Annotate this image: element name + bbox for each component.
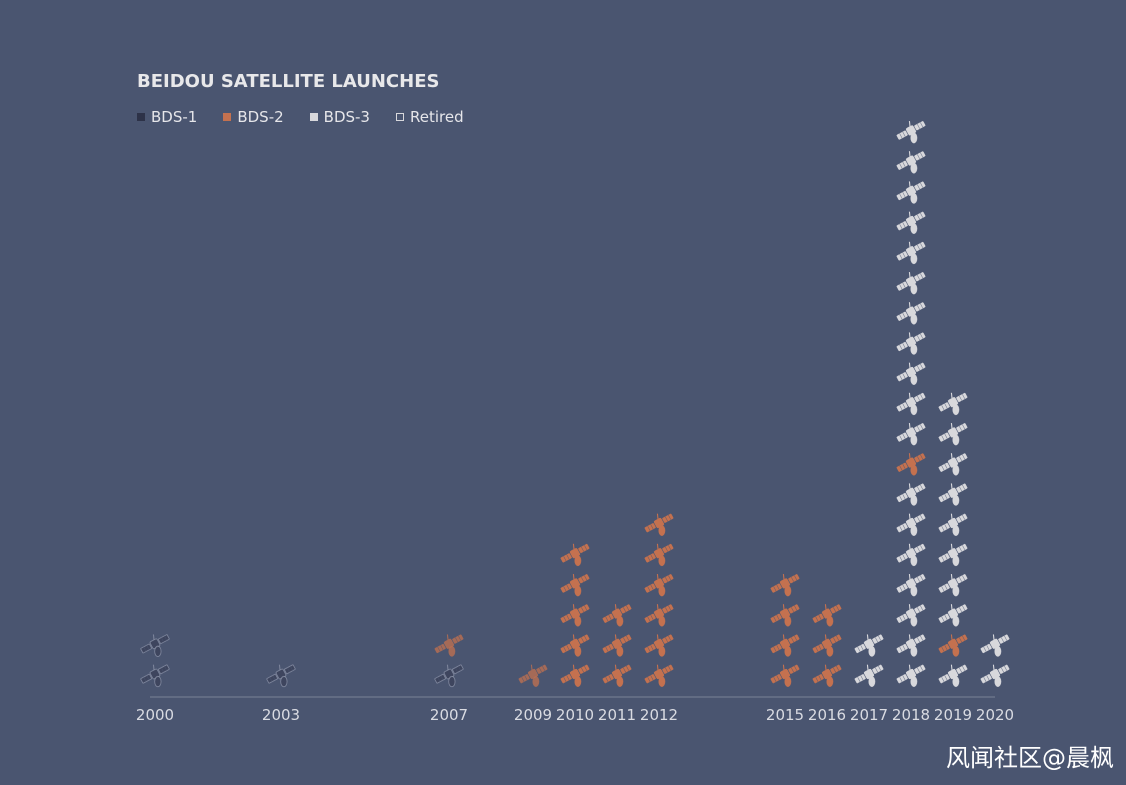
- satellite-icon: [896, 422, 926, 446]
- satellite-icon: [896, 302, 926, 325]
- watermark: 风闻社区@晨枫: [946, 744, 1114, 772]
- satellite-icon: [896, 151, 926, 174]
- satellite-icon: [938, 543, 968, 567]
- satellite-icon: [896, 543, 926, 567]
- legend-label-bds1: BDS-1: [151, 108, 198, 126]
- satellite-icon: [770, 604, 800, 627]
- legend-label-bds2: BDS-2: [237, 108, 284, 126]
- satellite-icon: [896, 573, 926, 597]
- satellite-icon: [896, 513, 926, 536]
- satellite-icon: [560, 604, 590, 627]
- satellite-icon: [896, 181, 926, 204]
- legend-swatch-bds1: [137, 113, 145, 121]
- x-tick-label: 2017: [850, 706, 888, 724]
- legend-item-bds2: BDS-2: [223, 108, 284, 126]
- satellite-icon: [896, 483, 926, 506]
- satellite-icon: [644, 573, 674, 597]
- satellite-icon: [266, 664, 296, 688]
- x-tick-label: 2009: [514, 706, 552, 724]
- satellite-icon: [896, 211, 926, 234]
- satellite-icon: [602, 634, 632, 657]
- satellite-icon: [770, 573, 800, 597]
- x-tick-label: 2019: [934, 706, 972, 724]
- satellite-icon: [602, 604, 632, 627]
- satellite-icon: [938, 664, 968, 687]
- satellite-icon: [896, 362, 926, 385]
- x-tick-label: 2018: [892, 706, 930, 724]
- satellite-icon: [518, 664, 548, 687]
- legend-item-bds1: BDS-1: [137, 108, 197, 126]
- satellite-icon: [896, 664, 926, 687]
- satellite-icon: [560, 543, 590, 567]
- satellite-icon: [896, 332, 926, 355]
- satellite-icon: [938, 422, 968, 446]
- satellite-icon: [980, 634, 1010, 657]
- satellite-icon: [896, 392, 926, 416]
- satellite-icon: [812, 634, 842, 657]
- x-tick-label: 2020: [976, 706, 1014, 724]
- satellite-icon: [938, 392, 968, 416]
- satellite-icon: [896, 634, 926, 657]
- satellite-icon: [140, 664, 170, 688]
- x-tick-label: 2015: [766, 706, 804, 724]
- satellite-icon: [938, 573, 968, 597]
- chart-title: BEIDOU SATELLITE LAUNCHES: [137, 71, 440, 92]
- satellite-icon: [980, 664, 1010, 687]
- satellite-icon: [560, 573, 590, 597]
- satellite-icon: [644, 543, 674, 567]
- legend-swatch-bds2: [223, 113, 232, 121]
- legend-label-bds3: BDS-3: [323, 108, 370, 126]
- x-tick-label: 2016: [808, 706, 846, 724]
- satellite-icon: [770, 634, 800, 657]
- satellite-icon: [560, 664, 590, 687]
- satellite-icon: [938, 604, 968, 627]
- satellite-icon: [140, 634, 170, 657]
- legend: BDS-1 BDS-2 BDS-3 Retired: [137, 108, 490, 126]
- satellite-icon: [938, 513, 968, 536]
- x-tick-label: 2003: [262, 706, 300, 724]
- satellite-icon: [896, 120, 926, 144]
- satellite-icon: [644, 664, 674, 687]
- satellite-icon: [896, 241, 926, 265]
- satellite-icon: [896, 604, 926, 627]
- satellite-icon: [896, 453, 926, 476]
- legend-item-bds3: BDS-3: [309, 108, 370, 126]
- satellite-icon: [938, 453, 968, 476]
- satellite-icon: [434, 664, 464, 688]
- satellite-icon: [644, 604, 674, 627]
- satellite-icon: [560, 634, 590, 657]
- satellite-icon: [812, 604, 842, 627]
- satellite-icon: [938, 634, 968, 657]
- legend-swatch-bds3: [309, 113, 318, 121]
- legend-item-retired: Retired: [395, 108, 464, 126]
- satellite-icon: [854, 664, 884, 687]
- satellite-icon: [896, 271, 926, 295]
- satellite-icon: [602, 664, 632, 687]
- satellite-icon: [644, 634, 674, 657]
- x-tick-label: 2011: [598, 706, 636, 724]
- x-tick-label: 2010: [556, 706, 594, 724]
- x-tick-label: 2012: [640, 706, 678, 724]
- satellite-icon: [938, 483, 968, 506]
- satellite-icon: [644, 513, 674, 536]
- satellite-icon: [770, 664, 800, 687]
- satellite-icon: [854, 634, 884, 657]
- legend-label-retired: Retired: [409, 108, 464, 126]
- satellite-icon: [434, 634, 464, 657]
- satellite-icon: [812, 664, 842, 687]
- x-tick-label: 2000: [136, 706, 174, 724]
- legend-swatch-retired: [395, 113, 404, 121]
- x-tick-label: 2007: [430, 706, 468, 724]
